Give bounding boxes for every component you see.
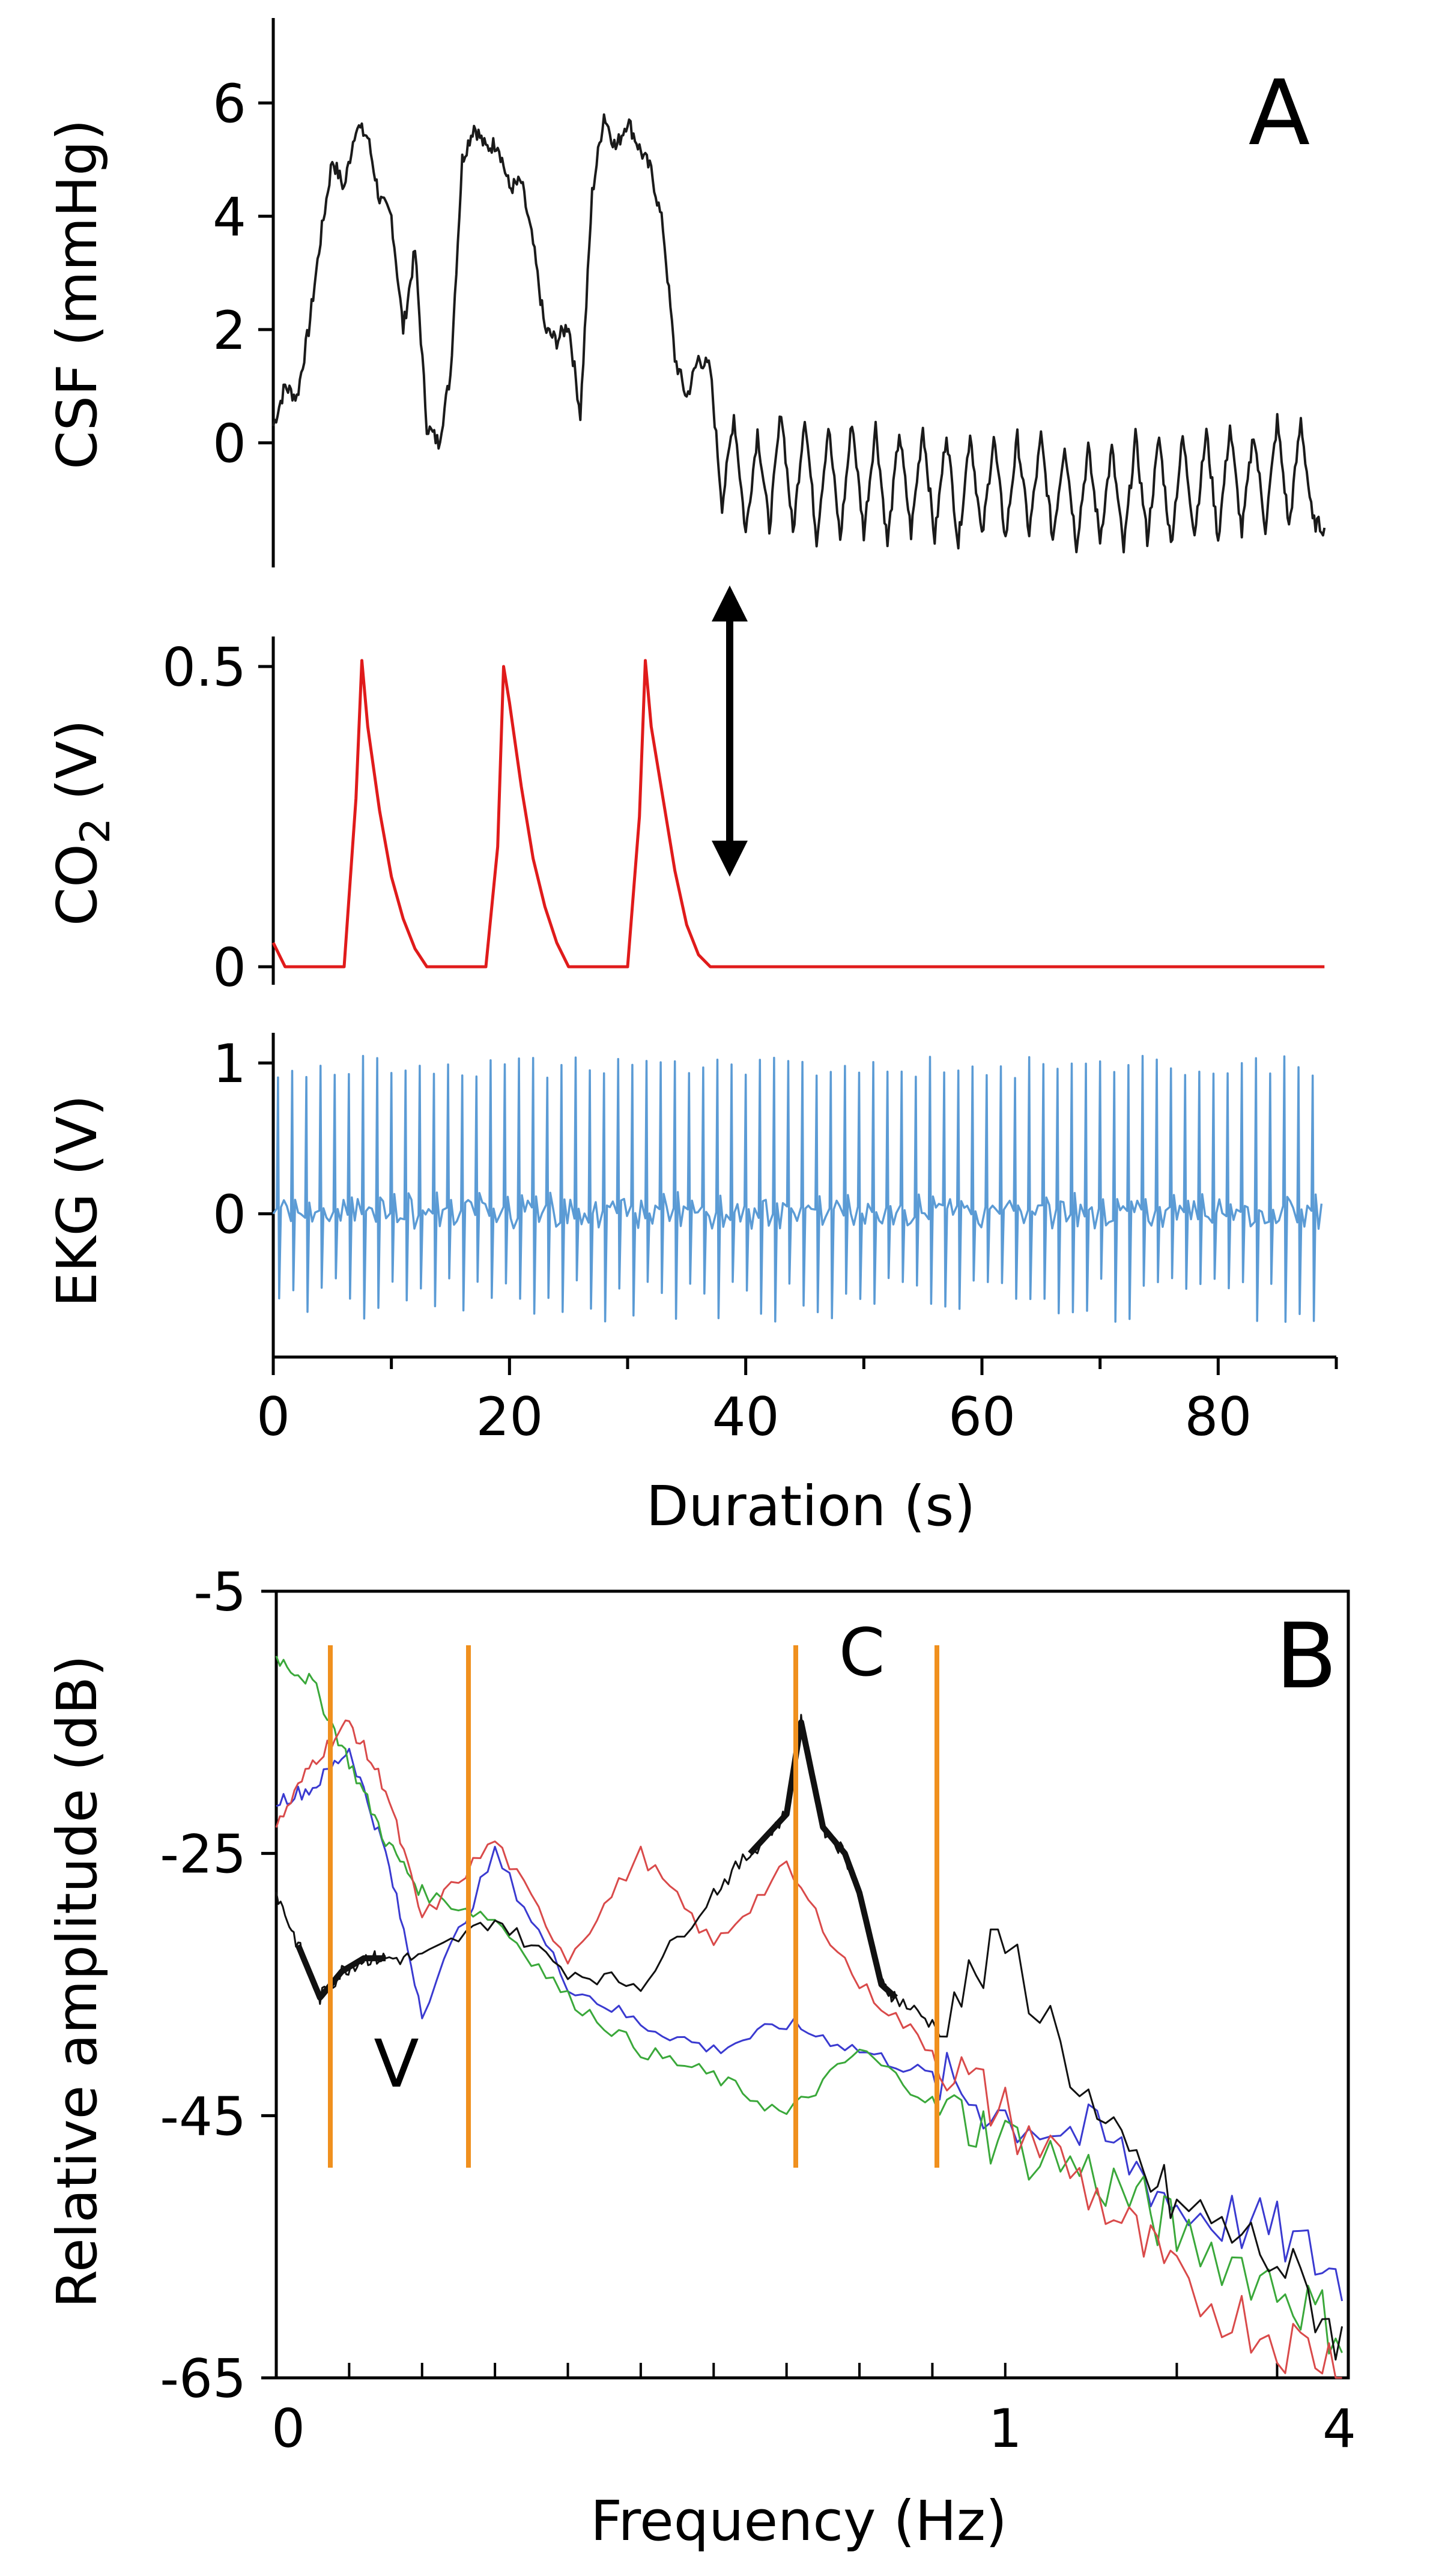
csf-y-tick-label-4: 4 bbox=[213, 186, 246, 248]
amplitude-y-tick-label--25: -25 bbox=[160, 1824, 246, 1885]
csf-y-label: CSF (mmHg) bbox=[45, 119, 109, 469]
csf-y-tick-label-2: 2 bbox=[213, 300, 246, 361]
frequency-x-tick-label-0: 0 bbox=[271, 2398, 305, 2460]
double-arrow bbox=[712, 585, 748, 877]
panel-b-label: B bbox=[1276, 1604, 1337, 1709]
duration-x-tick-label-20: 20 bbox=[476, 1386, 543, 1448]
spectrum-line-blue bbox=[276, 1747, 1343, 2302]
band-c-label: C bbox=[839, 1614, 885, 1691]
co2-y-label: CO2 (V) bbox=[45, 719, 120, 926]
co2-y-tick-label-0.5: 0.5 bbox=[162, 636, 246, 698]
amplitude-y-ticks: -5 -25 -45 -65 bbox=[160, 1561, 276, 2410]
csf-subplot: 6 4 2 0 CSF (mmHg) bbox=[45, 18, 1326, 567]
spectrum-line-red bbox=[275, 1719, 1342, 2379]
highlight-band-C bbox=[748, 1719, 898, 2000]
ekg-y-tick-label-1: 1 bbox=[213, 1033, 246, 1095]
ekg-subplot: 10 EKG (V) 0 20 40 60 80 Duration (s) bbox=[45, 1033, 1338, 1538]
ekg-trace bbox=[272, 1054, 1323, 1323]
co2-trace bbox=[271, 659, 1325, 969]
frequency-x-tick-label-4: 4 bbox=[1322, 2398, 1356, 2460]
amplitude-y-tick-label--45: -45 bbox=[160, 2085, 246, 2147]
frequency-x-ticks: 0 1 4 bbox=[271, 2363, 1356, 2460]
csf-y-ticks: 6 4 2 0 bbox=[213, 73, 273, 474]
ekg-y-tick-label-0: 0 bbox=[213, 1184, 246, 1245]
amplitude-y-tick-label--65: -65 bbox=[160, 2348, 246, 2410]
duration-x-tick-label-60: 60 bbox=[948, 1386, 1016, 1448]
csf-y-tick-label-6: 6 bbox=[213, 73, 246, 135]
co2-y-label-sub: 2 bbox=[72, 818, 120, 844]
duration-x-tick-label-80: 80 bbox=[1184, 1386, 1252, 1448]
duration-x-ticks: 0 20 40 60 80 bbox=[256, 1357, 1338, 1448]
csf-y-tick-label-0: 0 bbox=[213, 413, 246, 474]
band-v-label: V bbox=[374, 2025, 419, 2102]
co2-y-tick-label-0: 0 bbox=[213, 937, 246, 999]
co2-y-label-unit: (V) bbox=[45, 719, 109, 818]
duration-x-tick-label-0: 0 bbox=[256, 1386, 290, 1448]
spectrum-line-green bbox=[275, 1655, 1343, 2355]
spectrum-series bbox=[275, 1655, 1343, 2379]
spectrum-plot-frame bbox=[274, 1589, 1350, 2380]
duration-x-tick-label-40: 40 bbox=[712, 1386, 780, 1448]
co2-subplot: 0.50 CO2 (V) bbox=[45, 636, 1325, 999]
co2-y-label-main: CO bbox=[45, 844, 109, 926]
amplitude-y-tick-label--5: -5 bbox=[193, 1561, 246, 1623]
amplitude-y-label: Relative amplitude (dB) bbox=[45, 1655, 109, 2308]
panel-a-label: A bbox=[1249, 61, 1310, 166]
ekg-y-ticks: 10 bbox=[213, 1033, 273, 1245]
frequency-x-label: Frequency (Hz) bbox=[590, 2489, 1007, 2553]
panel-b: B -5 -25 -45 -65 0 1 4 Relative amplitude (dB… bbox=[45, 1561, 1356, 2553]
duration-x-label: Duration (s) bbox=[646, 1474, 976, 1538]
csf-trace bbox=[272, 113, 1326, 554]
co2-y-ticks: 0.50 bbox=[162, 636, 273, 999]
highlight-band-V bbox=[295, 1944, 387, 2001]
frequency-x-tick-label-1: 1 bbox=[989, 2398, 1022, 2460]
spectrum-line-black bbox=[275, 1714, 1343, 2361]
ekg-y-label: EKG (V) bbox=[45, 1095, 109, 1307]
